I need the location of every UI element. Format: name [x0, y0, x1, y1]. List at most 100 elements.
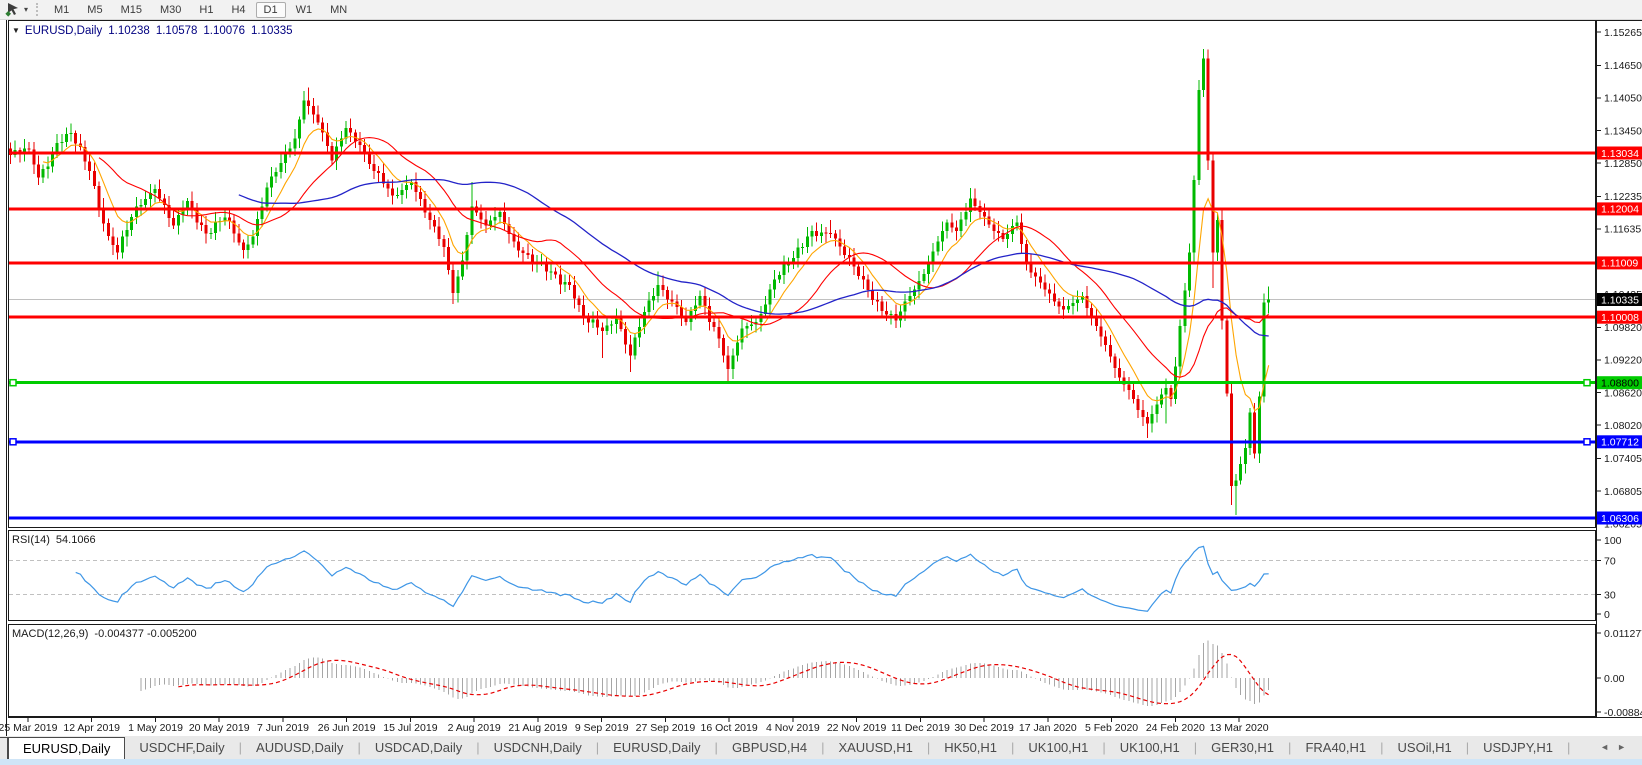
chart-tab-fra40-h1-12[interactable]: FRA40,H1 [1305, 740, 1367, 755]
svg-text:1.10008: 1.10008 [1601, 312, 1639, 324]
tab-divider: | [926, 740, 931, 755]
line-handle [1583, 438, 1591, 446]
chart-tab-usdjpy-h1-14[interactable]: USDJPY,H1 [1483, 740, 1553, 755]
date-tick-label: 4 Nov 2019 [766, 722, 820, 734]
level-price-badge [1597, 146, 1642, 160]
date-tick-label: 17 Jan 2020 [1019, 722, 1077, 734]
rsi-label: RSI(14) [12, 534, 50, 546]
cursor-pointer-icon[interactable] [3, 2, 23, 18]
tab-divider: | [1011, 740, 1015, 755]
chart-tab-uk100-h1-9[interactable]: UK100,H1 [1028, 740, 1089, 755]
chart-tab-uk100-h1-10[interactable]: UK100,H1 [1119, 740, 1180, 755]
timeframe-button-d1[interactable]: D1 [255, 1, 286, 18]
tab-scroll-left-icon[interactable]: ◄ [1600, 742, 1618, 752]
date-tick-label: 26 Jun 2019 [318, 722, 376, 734]
ma-fast-line [42, 128, 1270, 412]
triangle-down-icon[interactable]: ▼ [12, 26, 20, 35]
chart-tab-usdchf-daily-1[interactable]: USDCHF,Daily [139, 740, 225, 755]
tab-divider: | [1193, 740, 1198, 755]
price-tick-label: 1.15265 [1604, 27, 1642, 39]
line-handle [1583, 378, 1591, 387]
tab-divider: | [357, 740, 361, 755]
chart-tab-usdcad-daily-3[interactable]: USDCAD,Daily [374, 740, 463, 755]
date-tick-label: 13 Mar 2020 [1210, 722, 1269, 734]
price-tick-label: 1.12850 [1604, 158, 1642, 170]
chart-tab-hk50-h1-8[interactable]: HK50,H1 [944, 740, 998, 755]
svg-text:1.12004: 1.12004 [1601, 204, 1639, 216]
timeframe-button-mn[interactable]: MN [330, 3, 348, 16]
price-tick-label: 1.07405 [1604, 453, 1642, 465]
chart-tab-ger30-h1-11[interactable]: GER30,H1 [1211, 740, 1275, 755]
timeframe-button-w1[interactable]: W1 [295, 3, 313, 16]
macd-scale-label: -0.008845 [1604, 707, 1642, 719]
chart-tab-xauusd-h1-7[interactable]: XAUUSD,H1 [838, 740, 913, 755]
chart-tab-usdcnh-daily-4[interactable]: USDCNH,Daily [493, 740, 582, 755]
date-tick-label: 5 Feb 2020 [1085, 722, 1138, 734]
tab-divider: | [595, 740, 600, 755]
macd-histogram [140, 640, 1270, 706]
chart-tab-eurusd-daily-5[interactable]: EURUSD,Daily [613, 740, 701, 755]
rsi-value: 54.1066 [55, 534, 96, 546]
price-tick-label: 1.14050 [1604, 93, 1642, 105]
price-tick-label: 1.11635 [1604, 224, 1641, 236]
price-tick-label: 1.12235 [1604, 191, 1642, 203]
pane-frames [6, 20, 1642, 736]
tab-divider: | [238, 740, 243, 755]
svg-text:1.10335: 1.10335 [1601, 294, 1639, 306]
chart-symbol-label: EURUSD,Daily [24, 25, 103, 37]
svg-text:1.08800: 1.08800 [1601, 378, 1639, 390]
toolbar-grip[interactable] [36, 3, 39, 16]
timeframe-button-m30[interactable]: M30 [159, 3, 182, 16]
rsi-scale-label: 30 [1604, 589, 1616, 601]
tab-divider: | [714, 740, 718, 755]
ohlc-high-value: 1.10578 [155, 25, 198, 37]
level-price-badge [1597, 310, 1642, 324]
level-price-badge [1597, 256, 1642, 270]
line-handle [9, 378, 17, 387]
date-tick-label: 21 Aug 2019 [508, 722, 567, 734]
timeframe-button-h1[interactable]: H1 [199, 3, 214, 16]
timeframe-button-h4[interactable]: H4 [231, 3, 246, 16]
price-tick-label: 1.14650 [1604, 60, 1642, 72]
date-tick-label: 20 May 2019 [189, 722, 250, 734]
tab-scroll-right-icon[interactable]: ► [1617, 742, 1634, 752]
tab-divider: | [1102, 740, 1106, 755]
timeframe-button-m5[interactable]: M5 [87, 3, 103, 16]
rsi-pane-title: RSI(14) 54.1066 [12, 534, 96, 546]
chart-ohlc-header: ▼ EURUSD,Daily 1.10238 1.10578 1.10076 1.1033… [12, 25, 293, 37]
ohlc-low-value: 1.10076 [203, 25, 245, 37]
date-tick-label: 25 Mar 2019 [0, 722, 58, 734]
price-tick-label: 1.09220 [1604, 355, 1642, 367]
macd-pane-title: MACD(12,26,9) -0.004377 -0.005200 [12, 628, 197, 640]
ohlc-open-value: 1.10238 [108, 25, 150, 37]
timeframe-button-m1[interactable]: M1 [54, 3, 70, 16]
level-price-badge [1597, 376, 1642, 390]
date-tick-label: 27 Sep 2019 [636, 722, 696, 734]
tab-divider: | [1380, 740, 1384, 755]
macd-scale-label: 0.00 [1604, 673, 1625, 685]
svg-text:1.07712: 1.07712 [1601, 437, 1639, 449]
tab-bar-stub [0, 737, 8, 759]
ma-mid-line [98, 137, 1270, 378]
chart-tab-gbpusd-h4-6[interactable]: GBPUSD,H4 [731, 740, 808, 755]
date-tick-label: 12 Apr 2019 [63, 722, 120, 734]
date-tick-label: 2 Aug 2019 [448, 722, 501, 734]
timeframe-button-m15[interactable]: M15 [120, 3, 142, 16]
rsi-line [75, 545, 1269, 612]
rsi-scale-label: 0 [1604, 609, 1610, 621]
date-tick-label: 7 Jun 2019 [257, 722, 309, 734]
chart-tab-audusd-daily-2[interactable]: AUDUSD,Daily [256, 740, 344, 755]
date-tick-label: 9 Sep 2019 [575, 722, 629, 734]
price-tick-label: 1.06805 [1604, 486, 1642, 498]
price-tick-label: 1.09820 [1604, 322, 1642, 334]
chevron-down-icon[interactable]: ▾ [24, 5, 29, 14]
date-tick-label: 22 Nov 2019 [827, 722, 887, 734]
chart-tab-usoil-h1-13[interactable]: USOil,H1 [1397, 740, 1452, 755]
tab-divider: | [1566, 740, 1571, 755]
date-tick-label: 11 Dec 2019 [891, 722, 950, 734]
date-tick-label: 24 Feb 2020 [1146, 722, 1205, 734]
chart-tab-eurusd-daily-0[interactable]: EURUSD,Daily [8, 737, 126, 759]
date-tick-label: 1 May 2019 [128, 722, 183, 734]
